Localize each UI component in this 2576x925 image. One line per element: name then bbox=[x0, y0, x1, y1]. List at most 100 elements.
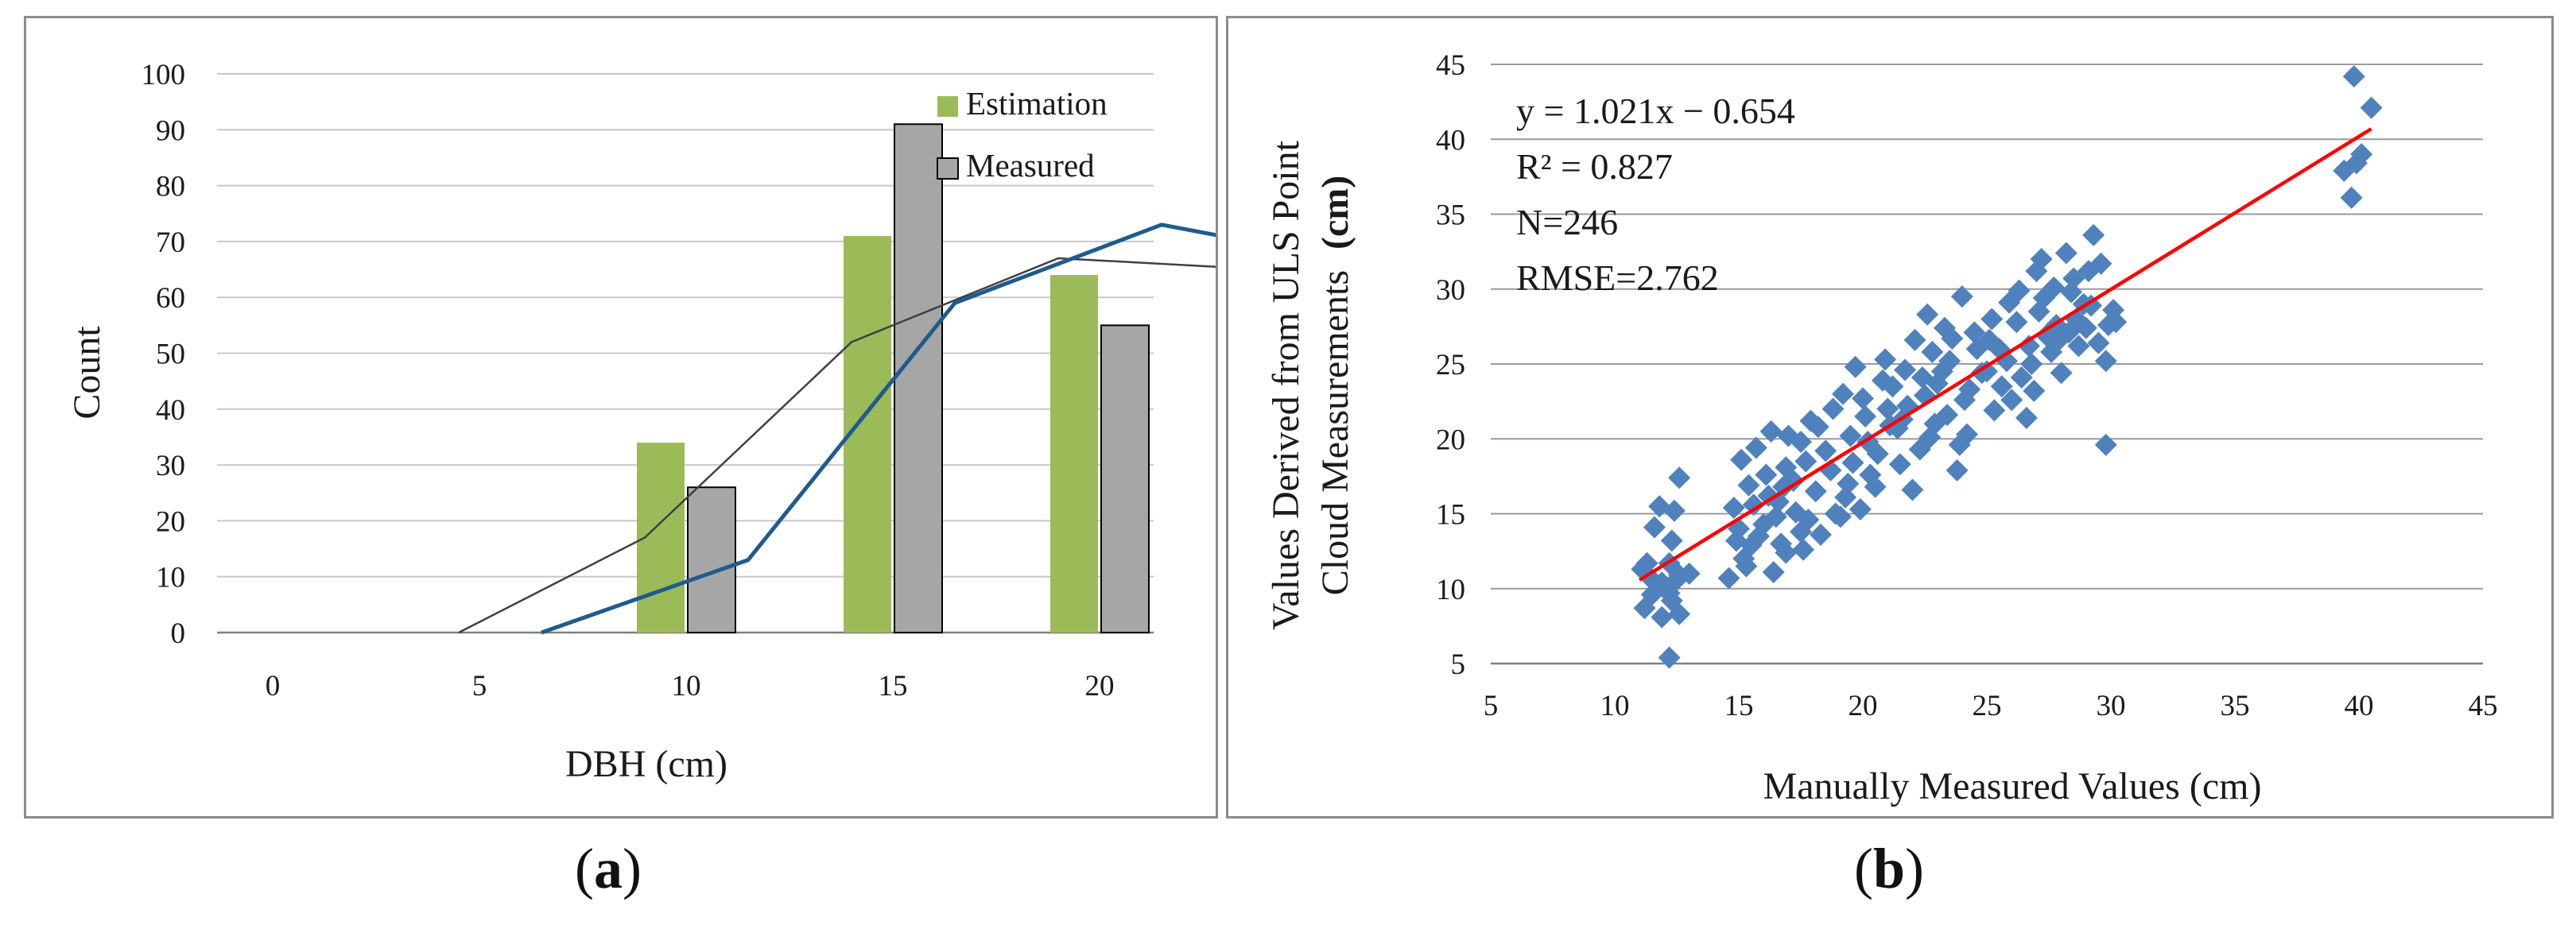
data-point bbox=[1963, 321, 1986, 344]
data-point bbox=[1737, 474, 1760, 497]
regression-line bbox=[1639, 127, 2372, 582]
data-point bbox=[1990, 375, 2013, 398]
data-point bbox=[2340, 186, 2363, 209]
x-axis-title: DBH (cm) bbox=[565, 743, 727, 785]
y-tick-label: 40 bbox=[1436, 124, 1465, 157]
scatter-points bbox=[1631, 65, 2383, 669]
data-point bbox=[2023, 379, 2046, 402]
y-tick-label: 20 bbox=[156, 505, 185, 538]
panel-b-scatter: 5 10 15 20 25 30 35 40 45 5 10 15 20 25 30 35 40 45 y = … bbox=[1226, 16, 2554, 819]
x-tick-label: 5 bbox=[472, 670, 487, 702]
data-point bbox=[1640, 583, 1663, 606]
x-tick-label: 5 bbox=[1484, 690, 1499, 722]
data-point bbox=[1806, 416, 1829, 439]
data-point bbox=[1978, 328, 2001, 351]
data-point bbox=[1881, 375, 1904, 398]
data-point bbox=[1844, 355, 1867, 378]
x-tick-labels: 5 10 15 20 25 30 35 40 45 bbox=[1484, 690, 2498, 722]
bar-measured bbox=[1100, 324, 1150, 633]
data-point bbox=[1668, 602, 1691, 625]
caption-b-letter: b bbox=[1872, 837, 1906, 900]
y-tick-label: 25 bbox=[1436, 349, 1465, 381]
x-axis-title: Manually Measured Values (cm) bbox=[1763, 765, 2262, 807]
equation-label: y = 1.021x − 0.654 bbox=[1516, 91, 1795, 131]
data-point bbox=[1730, 448, 1753, 471]
data-point bbox=[2094, 433, 2117, 456]
data-point bbox=[1658, 582, 1681, 605]
data-point bbox=[1894, 358, 1917, 381]
data-point bbox=[2054, 242, 2077, 265]
y-tick-label: 5 bbox=[1451, 648, 1466, 681]
data-point bbox=[1976, 360, 1998, 383]
y-tick-label: 10 bbox=[1436, 574, 1465, 606]
data-point bbox=[1852, 387, 1874, 410]
data-point bbox=[1956, 423, 1979, 446]
data-point bbox=[2043, 276, 2066, 299]
x-tick-label: 25 bbox=[1973, 690, 2002, 722]
x-tick-label: 35 bbox=[2221, 690, 2250, 722]
data-point bbox=[1757, 484, 1780, 507]
data-point bbox=[1841, 451, 1864, 474]
y-tick-label: 15 bbox=[1436, 499, 1465, 532]
data-point bbox=[1804, 480, 1827, 503]
data-point bbox=[1762, 561, 1785, 584]
x-tick-label: 40 bbox=[2345, 690, 2374, 722]
y-tick-label: 90 bbox=[156, 114, 185, 147]
legend: Estimation Measured bbox=[937, 85, 1108, 184]
data-point bbox=[1735, 555, 1758, 578]
x-tick-label: 10 bbox=[1600, 690, 1630, 722]
y-tick-label: 50 bbox=[156, 339, 185, 371]
data-point bbox=[2350, 143, 2373, 166]
x-tick-labels: 0510152025303540 bbox=[266, 670, 1115, 702]
y-tick-label: 45 bbox=[1436, 49, 1465, 82]
data-point bbox=[2067, 335, 2090, 358]
y-axis-title: Count bbox=[66, 326, 108, 420]
data-point bbox=[1988, 338, 2011, 361]
data-point bbox=[1755, 463, 1778, 486]
data-point bbox=[1995, 350, 2018, 373]
data-point bbox=[2050, 362, 2073, 385]
data-point bbox=[1871, 369, 1894, 392]
data-point bbox=[1635, 552, 1658, 575]
y-tick-label: 70 bbox=[156, 226, 185, 259]
annotations: y = 1.021x − 0.654 R² = 0.827 N=246 RMSE… bbox=[1516, 91, 1795, 298]
data-point bbox=[1792, 538, 1815, 561]
data-point bbox=[2000, 389, 2023, 412]
y-axis-title-line2: Cloud Measurements bbox=[1314, 270, 1356, 595]
y-tick-label: 60 bbox=[156, 282, 185, 315]
data-point bbox=[2030, 248, 2053, 271]
data-point bbox=[1839, 424, 1862, 447]
data-point bbox=[1662, 499, 1686, 522]
data-point bbox=[2027, 300, 2050, 323]
data-point bbox=[1903, 328, 1926, 351]
grid-lines bbox=[217, 73, 1154, 634]
y-tick-labels: 5 10 15 20 25 30 35 40 45 bbox=[1436, 49, 1465, 681]
data-point bbox=[1837, 472, 1860, 495]
data-point bbox=[2018, 335, 2041, 358]
data-point bbox=[1946, 459, 1969, 482]
data-point bbox=[1809, 523, 1832, 546]
x-tick-label: 45 bbox=[2469, 690, 2498, 722]
data-point bbox=[2077, 260, 2100, 283]
data-point bbox=[1819, 459, 1842, 482]
data-point bbox=[2008, 279, 2031, 302]
data-point bbox=[1772, 475, 1795, 498]
distribution-curves bbox=[458, 223, 1216, 635]
y-tick-label: 35 bbox=[1436, 199, 1465, 232]
x-tick-label: 15 bbox=[879, 670, 908, 702]
data-point bbox=[1950, 285, 1973, 308]
y-tick-labels: 0 10 20 30 40 50 60 70 80 90 100 bbox=[142, 59, 186, 650]
y-tick-label: 10 bbox=[156, 562, 185, 594]
estimation-fit-curve bbox=[458, 257, 1216, 634]
data-point bbox=[1794, 450, 1818, 473]
data-point bbox=[2015, 406, 2038, 429]
y-tick-label: 0 bbox=[171, 617, 186, 650]
data-point bbox=[1658, 646, 1681, 669]
data-point bbox=[2010, 366, 2033, 389]
data-point bbox=[1660, 529, 1683, 552]
data-point bbox=[1888, 453, 1911, 476]
scatter-chart: 5 10 15 20 25 30 35 40 45 5 10 15 20 25 30 35 40 45 y = … bbox=[1265, 49, 2498, 807]
data-point bbox=[2005, 311, 2028, 334]
y-tick-label: 40 bbox=[156, 394, 185, 427]
